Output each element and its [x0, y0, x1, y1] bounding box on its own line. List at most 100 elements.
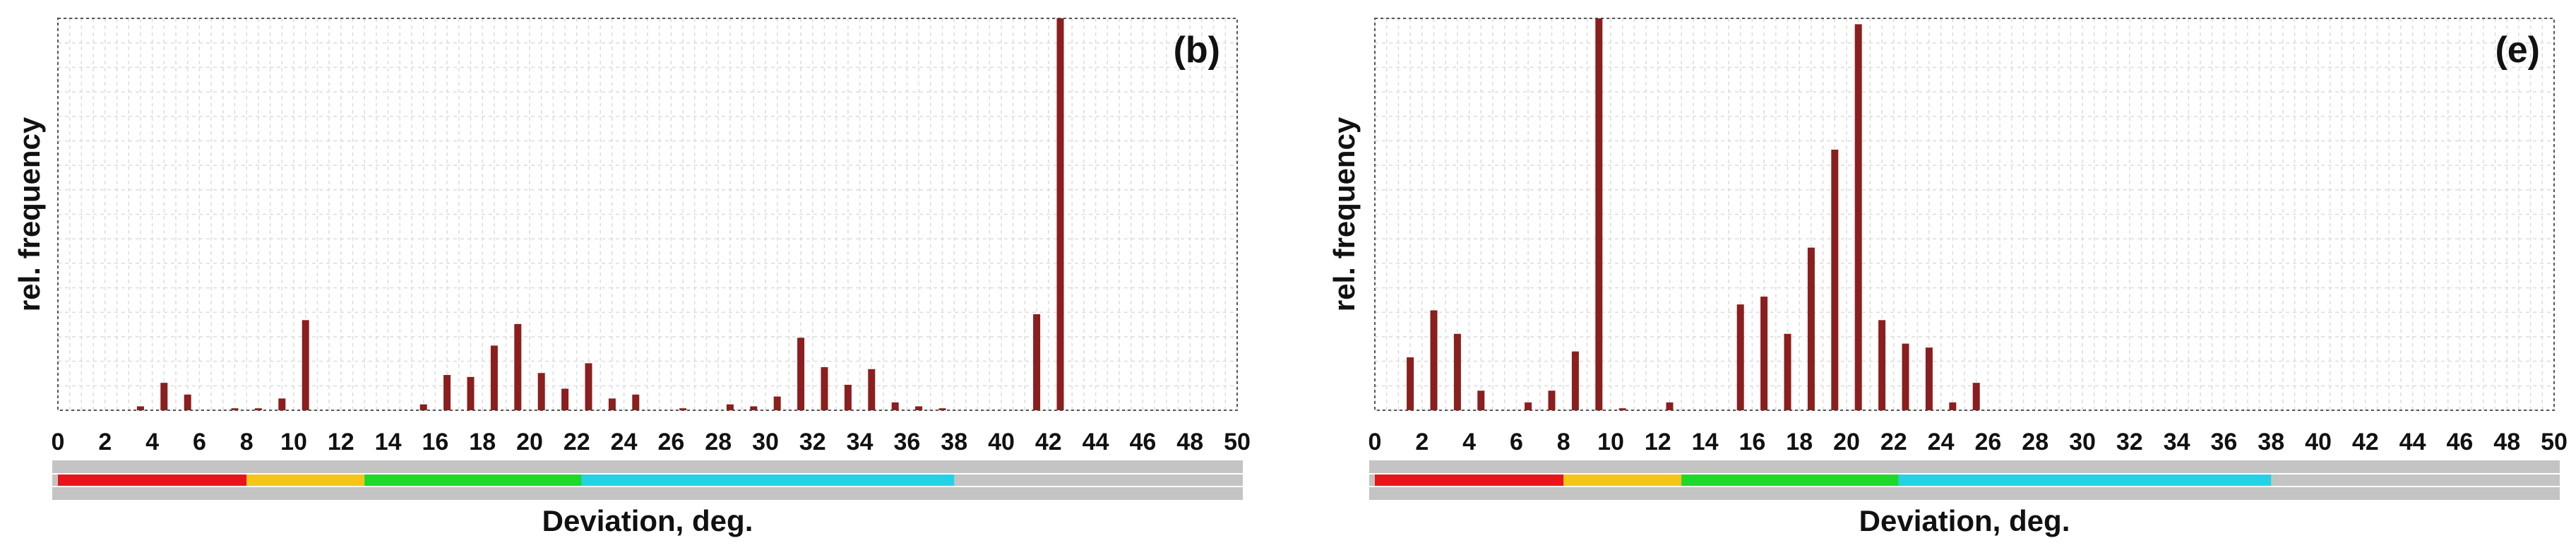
x-tick-label: 26 — [1974, 429, 2001, 455]
bar — [585, 363, 592, 410]
bar — [1430, 310, 1438, 410]
x-tick-label: 28 — [705, 429, 732, 455]
x-tick-label: 4 — [1462, 429, 1476, 455]
x-tick-label: 36 — [893, 429, 920, 455]
range-track-bottom — [1369, 487, 2560, 500]
range-bands — [58, 475, 955, 486]
plot-frame — [57, 18, 1238, 411]
x-tick-label: 0 — [1368, 429, 1382, 455]
x-tick-label: 8 — [1557, 429, 1570, 455]
bar — [608, 398, 616, 410]
bar — [632, 394, 640, 410]
bars — [136, 18, 1064, 410]
x-tick-label: 22 — [1880, 429, 1907, 455]
x-tick-label: 24 — [611, 429, 638, 455]
bar — [1477, 390, 1485, 410]
x-tick-label: 34 — [847, 429, 873, 455]
x-tick-label: 6 — [193, 429, 206, 455]
bar — [231, 408, 239, 410]
x-tick-label: 42 — [2352, 429, 2379, 455]
bar — [467, 376, 475, 410]
bars — [1407, 18, 1980, 411]
range-track-bottom — [52, 487, 1243, 500]
x-tick-label: 46 — [2446, 429, 2473, 455]
range-track-top — [52, 460, 1243, 473]
bar — [1878, 320, 1886, 410]
x-tick-label: 12 — [1645, 429, 1671, 455]
x-tick-label: 14 — [375, 429, 402, 455]
panel-label: (b) — [1174, 30, 1220, 71]
range-band — [1375, 475, 1564, 486]
bar — [679, 408, 687, 410]
range-band — [364, 475, 582, 486]
x-tick-label: 16 — [1739, 429, 1765, 455]
range-band — [58, 475, 247, 486]
bar — [1618, 408, 1626, 410]
x-axis-title: Deviation, deg. — [542, 504, 753, 537]
range-band — [246, 475, 365, 486]
x-tick-labels: 0 2 4 6 8 10 12 14 16 18 20 22 24 26 28 30 32 34 36 38 40 42 4… — [1368, 429, 2568, 455]
bar — [1056, 18, 1064, 410]
range-track-top — [1369, 460, 2560, 473]
x-tick-label: 14 — [1692, 429, 1719, 455]
panel-label: (e) — [2495, 30, 2540, 71]
bar — [1972, 383, 1980, 410]
x-tick-label: 12 — [328, 429, 354, 455]
x-tick-label: 10 — [280, 429, 307, 455]
x-tick-label: 20 — [516, 429, 543, 455]
grid — [57, 18, 1238, 411]
bar — [1854, 24, 1862, 410]
bar — [1831, 149, 1839, 411]
bar — [750, 406, 758, 410]
x-tick-label: 40 — [988, 429, 1015, 455]
x-tick-label: 16 — [422, 429, 448, 455]
x-tick-label: 22 — [564, 429, 590, 455]
x-tick-label: 20 — [1833, 429, 1860, 455]
bar — [891, 402, 899, 410]
bar — [1736, 304, 1744, 410]
bar — [844, 384, 852, 410]
x-tick-label: 8 — [240, 429, 254, 455]
y-axis-title: rel. frequency — [1328, 117, 1361, 311]
bar — [938, 408, 946, 410]
plot-frame — [1374, 18, 2555, 411]
bar — [797, 338, 805, 410]
range-bands — [1375, 475, 2272, 486]
bar — [868, 369, 876, 410]
x-tick-label: 32 — [2116, 429, 2143, 455]
grid — [1374, 18, 2555, 411]
x-tick-labels: 0 2 4 6 8 10 12 14 16 18 20 22 24 26 28 30 32 34 36 38 40 42 4… — [52, 429, 1251, 455]
range-band — [581, 475, 955, 486]
x-tick-label: 0 — [52, 429, 65, 455]
bar — [1925, 347, 1933, 410]
x-tick-label: 32 — [799, 429, 826, 455]
x-tick-label: 4 — [145, 429, 159, 455]
x-tick-label: 48 — [2493, 429, 2520, 455]
x-tick-label: 30 — [2069, 429, 2096, 455]
bar — [419, 404, 427, 410]
bar — [514, 323, 522, 410]
range-band — [1563, 475, 1682, 486]
bar — [490, 345, 498, 410]
x-tick-label: 38 — [941, 429, 967, 455]
x-tick-label: 18 — [1786, 429, 1813, 455]
x-tick-label: 36 — [2210, 429, 2237, 455]
x-tick-label: 30 — [752, 429, 779, 455]
x-tick-label: 44 — [2399, 429, 2426, 455]
bar — [1949, 402, 1957, 410]
range-band — [1898, 475, 2272, 486]
bar — [1571, 351, 1579, 410]
x-tick-label: 50 — [2541, 429, 2568, 455]
bar — [1807, 247, 1815, 410]
bar — [254, 408, 262, 410]
bar — [915, 406, 923, 410]
bar — [537, 373, 545, 410]
x-tick-label: 6 — [1510, 429, 1523, 455]
y-axis-title: rel. frequency — [13, 117, 46, 311]
bar — [561, 388, 569, 410]
bar — [1548, 390, 1556, 410]
bar — [1595, 18, 1603, 410]
x-tick-label: 26 — [657, 429, 684, 455]
